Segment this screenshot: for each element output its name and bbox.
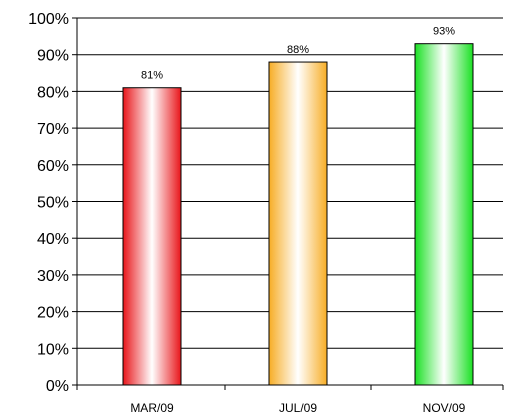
y-tick-label: 60%: [37, 158, 69, 175]
bars: [122, 43, 474, 386]
y-tick-label: 70%: [37, 121, 69, 138]
x-category-label: MAR/09: [130, 401, 174, 415]
data-label: 93%: [433, 26, 455, 38]
x-category-label: JUL/09: [279, 401, 317, 415]
y-tick-label: 80%: [37, 84, 69, 101]
bar: [414, 43, 474, 386]
y-tick-label: 10%: [37, 341, 69, 358]
bar: [122, 87, 182, 386]
y-tick-label: 90%: [37, 48, 69, 65]
data-label: 81%: [141, 70, 163, 82]
data-label: 88%: [287, 44, 309, 56]
labels: 0% 10% 20% 30% 40% 50% 60% 70% 80% 90% 100% 81% MAR/…: [28, 11, 466, 415]
y-tick-label: 50%: [37, 195, 69, 212]
y-tick-label: 0%: [46, 378, 69, 395]
y-tick-label: 30%: [37, 268, 69, 285]
bar: [268, 61, 328, 386]
y-tick-label: 20%: [37, 305, 69, 322]
y-tick-label: 100%: [28, 11, 69, 28]
y-tick-label: 40%: [37, 231, 69, 248]
x-category-label: NOV/09: [423, 401, 466, 415]
